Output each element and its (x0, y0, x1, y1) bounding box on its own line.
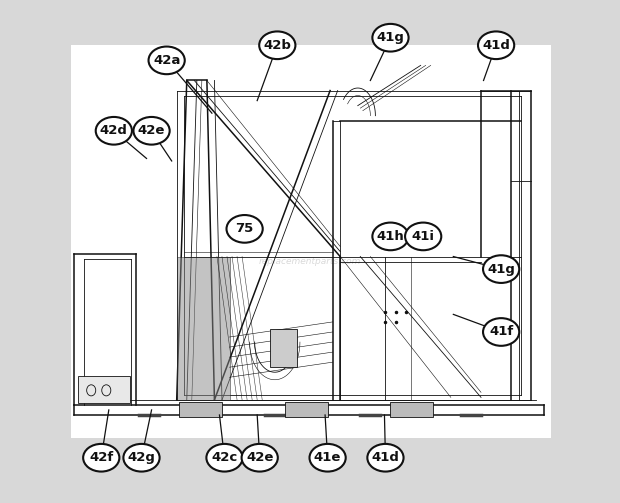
FancyBboxPatch shape (270, 329, 298, 367)
Text: 42g: 42g (128, 451, 156, 464)
Ellipse shape (483, 256, 519, 283)
FancyBboxPatch shape (71, 45, 551, 438)
Ellipse shape (83, 444, 120, 472)
FancyBboxPatch shape (285, 402, 327, 417)
Ellipse shape (373, 24, 409, 52)
Text: 42e: 42e (138, 124, 166, 137)
Ellipse shape (367, 444, 404, 472)
Text: replacementparts.com: replacementparts.com (259, 257, 361, 266)
Text: 75: 75 (236, 222, 254, 235)
Ellipse shape (373, 222, 409, 250)
Text: 41h: 41h (376, 230, 404, 243)
Text: 41f: 41f (489, 325, 513, 339)
Ellipse shape (226, 215, 263, 243)
Ellipse shape (405, 222, 441, 250)
Text: 42d: 42d (100, 124, 128, 137)
Ellipse shape (478, 32, 514, 59)
Ellipse shape (133, 117, 170, 145)
Text: 42c: 42c (211, 451, 237, 464)
Text: 41e: 41e (314, 451, 341, 464)
Ellipse shape (206, 444, 242, 472)
Text: 41g: 41g (487, 263, 515, 276)
Ellipse shape (242, 444, 278, 472)
Text: 41d: 41d (482, 39, 510, 52)
Ellipse shape (309, 444, 346, 472)
Text: 41d: 41d (371, 451, 399, 464)
Text: 41g: 41g (376, 31, 404, 44)
Ellipse shape (259, 32, 295, 59)
Text: 42a: 42a (153, 54, 180, 67)
Ellipse shape (483, 318, 519, 346)
Text: 42e: 42e (246, 451, 273, 464)
FancyBboxPatch shape (78, 376, 130, 403)
Ellipse shape (123, 444, 159, 472)
Text: 42f: 42f (89, 451, 113, 464)
FancyBboxPatch shape (391, 402, 433, 417)
Ellipse shape (149, 47, 185, 74)
Text: 42b: 42b (264, 39, 291, 52)
Ellipse shape (95, 117, 132, 145)
FancyBboxPatch shape (177, 257, 229, 400)
FancyBboxPatch shape (179, 402, 222, 417)
Text: 41i: 41i (412, 230, 435, 243)
